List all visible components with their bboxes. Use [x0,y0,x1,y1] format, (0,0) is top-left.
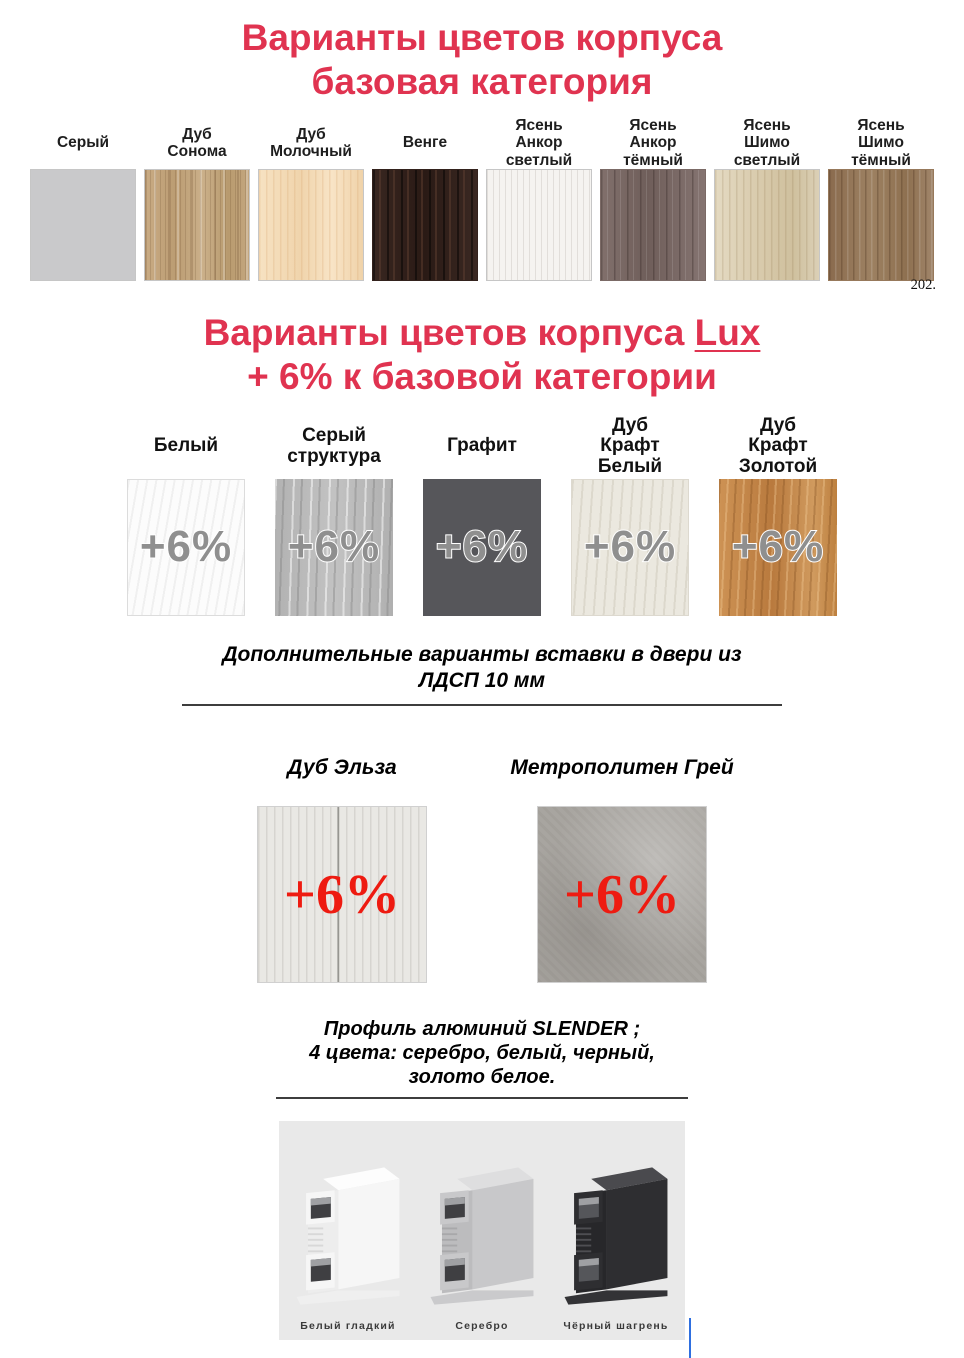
swatch-card-dub-sonoma: Дуб Сонома [144,117,250,282]
swatch-label: Белый [153,435,219,457]
swatch-card-yasen-ankor-temnyj: Ясень Анкор тёмный [600,116,706,282]
divider-line [276,1097,688,1100]
swatch-label: Ясень Анкор тёмный [623,116,683,170]
swatch-card-belyj: Белый +6% [127,415,245,616]
insert-label: Метрополитен Грей [510,756,734,780]
profiles-figure-wrap: Белый гладкий Серебро [279,1121,691,1358]
base-swatch-row: Серый Дуб Сонома Дуб Молочный Венге Ясен… [0,116,964,293]
plus6-overlay: +6% [435,521,529,572]
swatch-dub-sonoma [144,169,250,282]
swatch-belyj: +6% [127,478,245,616]
swatch-yasen-shimo-svetlyj [714,169,820,282]
swatch-label: Венге [402,134,448,152]
plus6-red-overlay: +6% [564,863,680,926]
swatch-venge [372,169,478,282]
swatch-label: Ясень Шимо светлый [733,116,801,170]
base-category-title: Варианты цветов корпуса базовая категори… [0,0,964,103]
lux-swatch-row: Белый +6% Серый структура +6% Графит +6%… [0,415,964,616]
slender-note: Профиль алюминий SLENDER ; 4 цвета: сере… [309,1018,655,1089]
profile-white-image [296,1167,400,1305]
swatch-yasen-ankor-svetlyj [486,169,592,282]
lux-title-line1: Варианты цветов корпуса Lux [0,311,964,355]
swatch-label: Серый [56,134,110,152]
profile-column-black: Чёрный шагрень [550,1156,683,1340]
swatch-dub-molochnyj [258,169,364,282]
swatch-label: Дуб Крафт Золотой [738,414,818,477]
watermark-202: 202. [910,277,936,294]
swatch-card-seryj-struktura: Серый структура +6% [275,415,393,616]
swatch-metropoliten-grej: +6% [537,806,707,984]
swatch-dub-kraft-zolotoj: +6% [719,478,837,616]
plus6-overlay: +6% [287,521,381,572]
plus6-red-overlay: +6% [284,863,400,926]
swatch-card-venge: Венге [372,117,478,282]
swatch-dub-kraft-belyj: +6% [571,478,689,616]
lux-title-prefix: Варианты цветов корпуса [203,312,685,354]
profile-column-white: Белый гладкий [282,1156,415,1340]
insert-card-metropoliten-grej: Метрополитен Грей +6% [510,756,734,984]
text-cursor-caret [688,1318,691,1358]
swatch-card-yasen-ankor-svetlyj: Ясень Анкор светлый [486,116,592,282]
swatch-label: Дуб Молочный [270,125,352,161]
swatch-grafit: +6% [423,478,541,616]
base-title-line2: базовая категория [311,60,653,102]
swatch-card-dub-kraft-belyj: Дуб Крафт Белый +6% [571,415,689,616]
swatch-card-grafit: Графит +6% [423,415,541,616]
profile-column-silver: Серебро [416,1156,549,1340]
profiles-photo: Белый гладкий Серебро [279,1121,685,1341]
swatch-card-seryj: Серый [30,117,136,282]
plus6-overlay: +6% [139,521,233,572]
swatch-seryj-struktura: +6% [275,478,393,616]
lux-category-title: Варианты цветов корпуса Lux + 6% к базов… [0,311,964,398]
insert-card-dub-elza: Дуб Эльза +6% [257,756,427,984]
profile-silver-image [430,1167,534,1305]
swatch-seryj [30,169,136,282]
swatch-label: Графит [447,435,517,457]
profile-label: Чёрный шагрень [563,1320,669,1333]
swatch-label: Дуб Сонома [167,125,227,161]
plus6-overlay: +6% [583,521,677,572]
swatch-card-yasen-shimo-svetlyj: Ясень Шимо светлый [714,116,820,282]
profile-black-image [564,1167,668,1305]
swatch-label: Дуб Крафт Белый [597,414,663,477]
insert-label: Дуб Эльза [287,756,397,780]
lux-title-line2: + 6% к базовой категории [247,355,717,397]
swatch-card-yasen-shimo-temnyj: Ясень Шимо тёмный [828,116,934,282]
swatch-card-dub-kraft-zolotoj: Дуб Крафт Золотой +6% [719,415,837,616]
insert-note: Дополнительные варианты вставки в двери … [222,642,742,692]
base-title-line1: Варианты цветов корпуса [241,17,723,58]
profile-label: Серебро [455,1320,509,1333]
swatch-label: Ясень Анкор светлый [505,116,573,170]
plus6-overlay: +6% [731,521,825,572]
swatch-yasen-shimo-temnyj [828,169,934,282]
swatch-label: Серый структура [287,425,381,467]
swatch-card-dub-molochnyj: Дуб Молочный [258,117,364,282]
swatch-yasen-ankor-temnyj [600,169,706,282]
divider-line [182,704,782,707]
profile-label: Белый гладкий [300,1320,396,1333]
swatch-dub-elza: +6% [257,806,427,984]
swatch-label: Ясень Шимо тёмный [851,116,911,170]
insert-swatch-row: Дуб Эльза +6% Метрополитен Грей +6% [0,756,964,984]
lux-word: Lux [694,312,761,354]
